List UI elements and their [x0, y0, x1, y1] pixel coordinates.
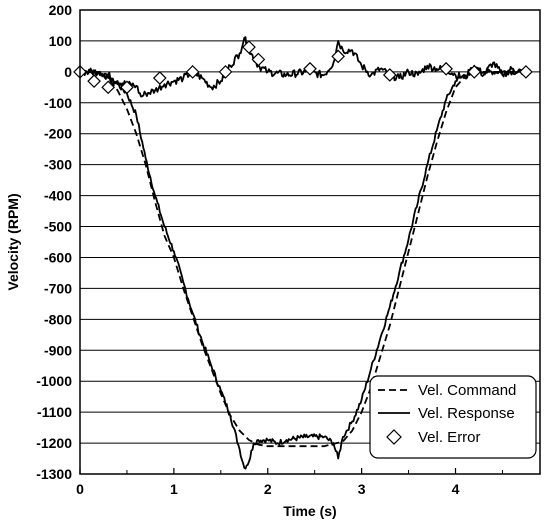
y-tick-label: -1300	[36, 466, 72, 482]
series-lines	[79, 36, 532, 470]
y-tick-label: 200	[49, 2, 73, 18]
error-marker-diamond-icon	[218, 65, 233, 79]
y-tick-label: -700	[44, 280, 72, 296]
error-marker-diamond-icon	[519, 65, 533, 79]
legend-label-error: Vel. Error	[418, 429, 481, 446]
legend-box	[369, 375, 537, 459]
error-marker-diamond-icon	[87, 74, 101, 88]
x-tick-label: 4	[452, 481, 460, 497]
legend: Vel. Command Vel. Response Vel. Error	[369, 375, 537, 459]
legend-label-response: Vel. Response	[418, 405, 515, 422]
y-tick-label: -1000	[36, 373, 72, 389]
error-marker-diamond-icon	[331, 49, 346, 64]
tick-labels: 200 100 0 -100 -200 -300 -400 -500 -600 -700 -800 -…	[36, 2, 459, 497]
plot-frame	[79, 9, 541, 475]
error-marker-diamond-icon	[251, 52, 266, 67]
error-marker-diamond-icon	[242, 40, 256, 54]
x-tick-label: 3	[358, 481, 366, 497]
error-marker-diamond-icon	[382, 68, 397, 82]
series-line-vel-error	[79, 36, 532, 98]
y-tick-label: -1100	[37, 404, 72, 420]
x-tick-label: 0	[76, 481, 84, 497]
y-tick-label: -600	[44, 249, 72, 265]
y-tick-label: -100	[44, 95, 72, 111]
legend-label-command: Vel. Command	[418, 382, 516, 399]
legend-swatch-error-diamond-icon	[386, 429, 402, 445]
series-line-vel-response	[80, 66, 532, 470]
y-tick-label: -500	[44, 219, 72, 235]
error-marker-diamond-icon	[120, 80, 134, 95]
x-axis-title: Time (s)	[283, 503, 336, 519]
error-marker-diamond-icon	[185, 65, 200, 79]
error-marker-diamond-icon	[439, 61, 453, 76]
error-marker-diamond-icon	[303, 61, 317, 76]
error-marker-diamond-icon	[152, 71, 167, 85]
x-tick-label: 2	[264, 481, 272, 497]
y-tick-label: -1200	[36, 435, 72, 451]
x-tick-label: 1	[170, 481, 178, 497]
error-marker-diamond-icon	[467, 65, 482, 79]
error-marker-diamond-icon	[101, 80, 116, 95]
y-tick-label: -800	[44, 311, 72, 327]
y-tick-label: -900	[44, 342, 72, 358]
y-axis-title: Velocity (RPM)	[5, 193, 21, 290]
y-tick-label: -300	[44, 157, 72, 173]
error-markers	[73, 40, 533, 95]
y-tick-label: -200	[44, 126, 72, 142]
series-line-vel-command	[80, 71, 531, 448]
y-tick-label: 0	[64, 64, 72, 80]
y-tick-label: -400	[44, 188, 72, 204]
y-tick-label: 100	[49, 33, 73, 49]
